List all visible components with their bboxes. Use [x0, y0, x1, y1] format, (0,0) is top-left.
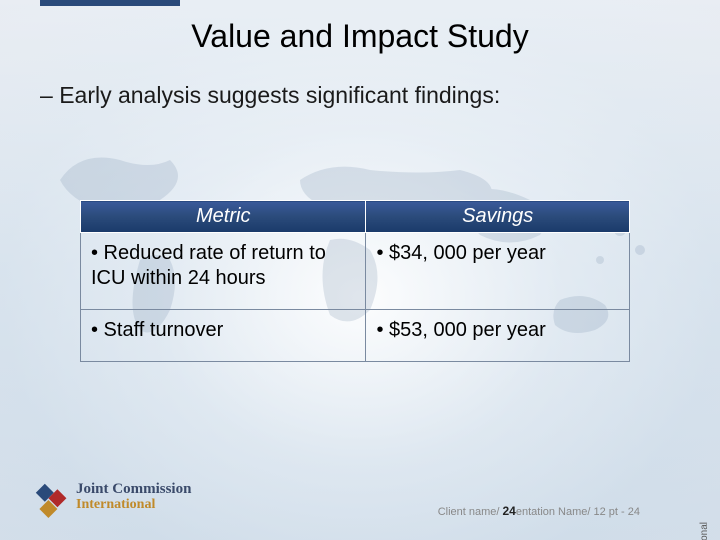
logo-line1: Joint Commission [76, 481, 191, 497]
top-accent-bar [40, 0, 180, 6]
metrics-table-container: Metric Savings • Reduced rate of return … [80, 200, 630, 362]
logo-diamond-icon [34, 482, 70, 518]
footer-right: entation Name/ 12 pt - 24 [516, 506, 640, 518]
column-header-metric: Metric [81, 201, 366, 233]
subtitle-text: Early analysis suggests significant find… [59, 82, 500, 108]
slide-subtitle: – Early analysis suggests significant fi… [40, 82, 500, 109]
subtitle-dash: – [40, 82, 59, 108]
slide: Value and Impact Study – Early analysis … [0, 0, 720, 540]
savings-cell: • $34, 000 per year [366, 233, 630, 310]
metric-cell: • Reduced rate of return to ICU within 2… [81, 233, 366, 310]
footer-text: Client name/ 24entation Name/ 12 pt - 24 [438, 504, 640, 518]
page-number: 24 [503, 504, 516, 518]
table-row: • Staff turnover • $53, 000 per year [81, 310, 630, 362]
metric-cell: • Staff turnover [81, 310, 366, 362]
logo: Joint Commission International [34, 480, 224, 526]
table-row: • Reduced rate of return to ICU within 2… [81, 233, 630, 310]
slide-title: Value and Impact Study [0, 18, 720, 55]
logo-text: Joint Commission International [76, 482, 191, 512]
logo-line2: International [76, 498, 191, 513]
copyright-text: © Copyright, Joint Commission Internatio… [699, 522, 710, 540]
column-header-savings: Savings [366, 201, 630, 233]
footer-left: Client name/ [438, 506, 503, 518]
table-header-row: Metric Savings [81, 201, 630, 233]
savings-cell: • $53, 000 per year [366, 310, 630, 362]
metrics-table: Metric Savings • Reduced rate of return … [80, 200, 630, 362]
